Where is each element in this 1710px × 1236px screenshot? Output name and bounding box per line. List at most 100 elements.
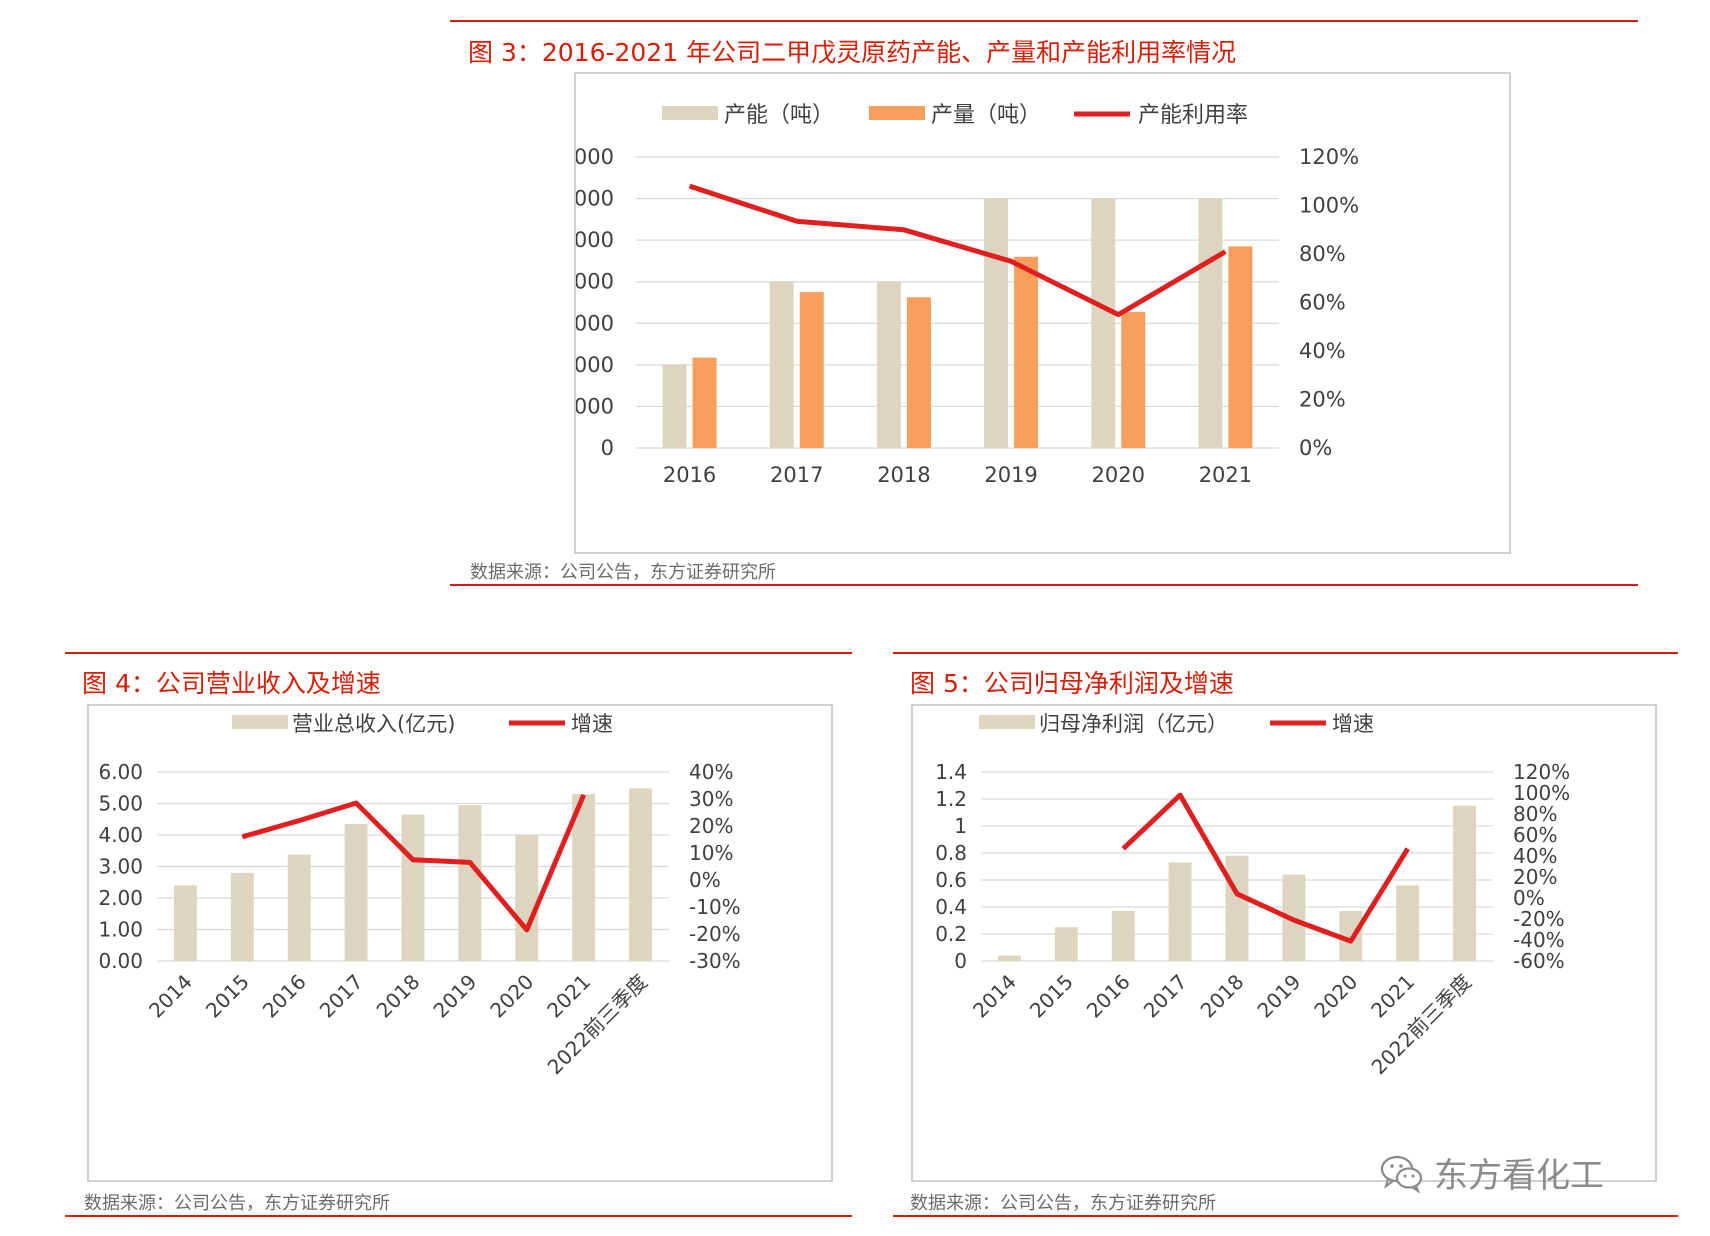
bar [662,364,687,448]
watermark-text: 东方看化工 [1434,1156,1604,1196]
y-tick-label: 1.2 [935,787,967,811]
x-tick-label: 2020 [1309,970,1362,1023]
figure-5-source: 数据来源：公司公告，东方证券研究所 [910,1193,1216,1214]
figure-3-chart: 0 2,000 4,000 6,000 8,000 10,000 12,000 14,000 0… [541,103,1360,487]
figure-4-bottom-rule [65,1215,852,1217]
bar [799,292,824,448]
y-tick-label: 2,000 [576,394,614,418]
x-tick-label: 2016 [1082,970,1135,1023]
x-tick-label: 2017 [770,463,823,487]
y2-tick-label: 60% [1299,291,1346,315]
y-tick-label: 8,000 [576,270,614,294]
x-tick-label: 2021 [542,970,595,1023]
y-tick-label: 0.6 [935,868,967,892]
bar [401,814,425,961]
y2-tick-label: 100% [1299,194,1359,218]
bar [1091,198,1116,448]
x-tick-label: 2019 [1252,970,1305,1023]
figure-4-chart-panel: 0.00 1.00 2.00 3.00 4.00 5.00 6.00 -30% -20% -10%… [87,704,833,1182]
bar [1054,927,1078,961]
y-tick-label: 3.00 [98,855,143,879]
figure-4-title: 图 4：公司营业收入及增速 [82,669,381,698]
figure-5-bottom-rule [893,1215,1678,1217]
x-tick-label: 2014 [144,970,197,1023]
y2-tick-label: 20% [689,814,733,838]
x-tick-label: 2020 [485,970,538,1023]
y2-tick-label: 10% [689,841,733,865]
legend-label: 产量（吨） [931,103,1041,128]
legend-label: 增速 [571,712,613,736]
x-tick-label: 2022前三季度 [1367,970,1477,1080]
figure-4-top-rule [65,652,852,654]
x-tick-label: 2018 [1196,970,1249,1023]
bar [1168,862,1192,961]
y-tick-label: 0.8 [935,841,967,865]
x-tick-label: 2015 [1025,970,1078,1023]
bar [769,281,794,448]
figure-5-top-rule [893,652,1678,654]
y-tick-label: 0 [601,436,614,460]
bar [287,854,311,961]
y2-tick-label: 20% [1513,865,1557,889]
x-tick-label: 2019 [984,463,1037,487]
y2-tick-label: -20% [689,922,741,946]
legend-label: 归母净利润（亿元） [1039,712,1228,736]
y2-tick-label: 80% [1299,242,1346,266]
bar [1014,256,1039,448]
x-tick-label: 2016 [663,463,716,487]
x-tick-label: 2017 [315,970,368,1023]
bar [1453,805,1477,961]
y-tick-label: 0.2 [935,922,967,946]
bar [876,281,901,448]
wechat-icon [1380,1155,1423,1193]
bar [1121,311,1146,448]
figure-3-chart-panel: 0 2,000 4,000 6,000 8,000 10,000 12,000 14,000 0… [541,72,1511,554]
bar [458,805,482,961]
y2-tick-label: -40% [1513,928,1565,952]
bar [906,297,931,448]
y2-tick-label: 40% [689,760,733,784]
bar [515,834,539,961]
figure-3-bottom-rule [450,584,1638,586]
y-tick-label: 0 [954,949,967,973]
bar [1228,246,1253,448]
bar [230,872,254,961]
figure-3-top-rule [450,20,1638,22]
bar [1339,911,1363,961]
x-tick-label: 2014 [968,970,1021,1023]
y-tick-label: 0.00 [98,949,143,973]
bar [344,823,368,961]
y2-tick-label: -60% [1513,949,1565,973]
y2-tick-label: -30% [689,949,741,973]
legend-label: 产能（吨） [724,103,834,128]
series-line [688,183,1227,318]
y2-tick-label: 30% [689,787,733,811]
y-tick-label: 4,000 [576,353,614,377]
figure-5-title: 图 5：公司归母净利润及增速 [910,669,1234,698]
y2-tick-label: -10% [689,895,741,919]
y-tick-label: 1 [954,814,967,838]
legend-label: 增速 [1332,712,1374,736]
x-tick-label: 2018 [877,463,930,487]
x-tick-label: 2021 [1199,463,1252,487]
y-tick-label: 4.00 [98,823,143,847]
bar [1225,855,1249,961]
legend-swatch [979,715,1035,729]
legend-label: 产能利用率 [1138,103,1248,128]
y-tick-label: 0.4 [935,895,967,919]
y2-tick-label: 0% [1299,436,1332,460]
y2-tick-label: 0% [1513,886,1545,910]
x-tick-label: 2022前三季度 [543,970,653,1080]
y2-tick-label: 80% [1513,802,1557,826]
watermark: 东方看化工 [1380,1148,1604,1197]
bar [1111,911,1135,961]
bar [692,357,717,448]
bar [984,198,1009,448]
bar [997,955,1021,961]
x-tick-label: 2019 [428,970,481,1023]
y2-tick-label: 20% [1299,388,1346,412]
figure-4-source: 数据来源：公司公告，东方证券研究所 [84,1193,390,1214]
bar [1396,885,1420,961]
y-tick-label: 10,000 [576,228,614,252]
legend-swatch [232,715,288,729]
